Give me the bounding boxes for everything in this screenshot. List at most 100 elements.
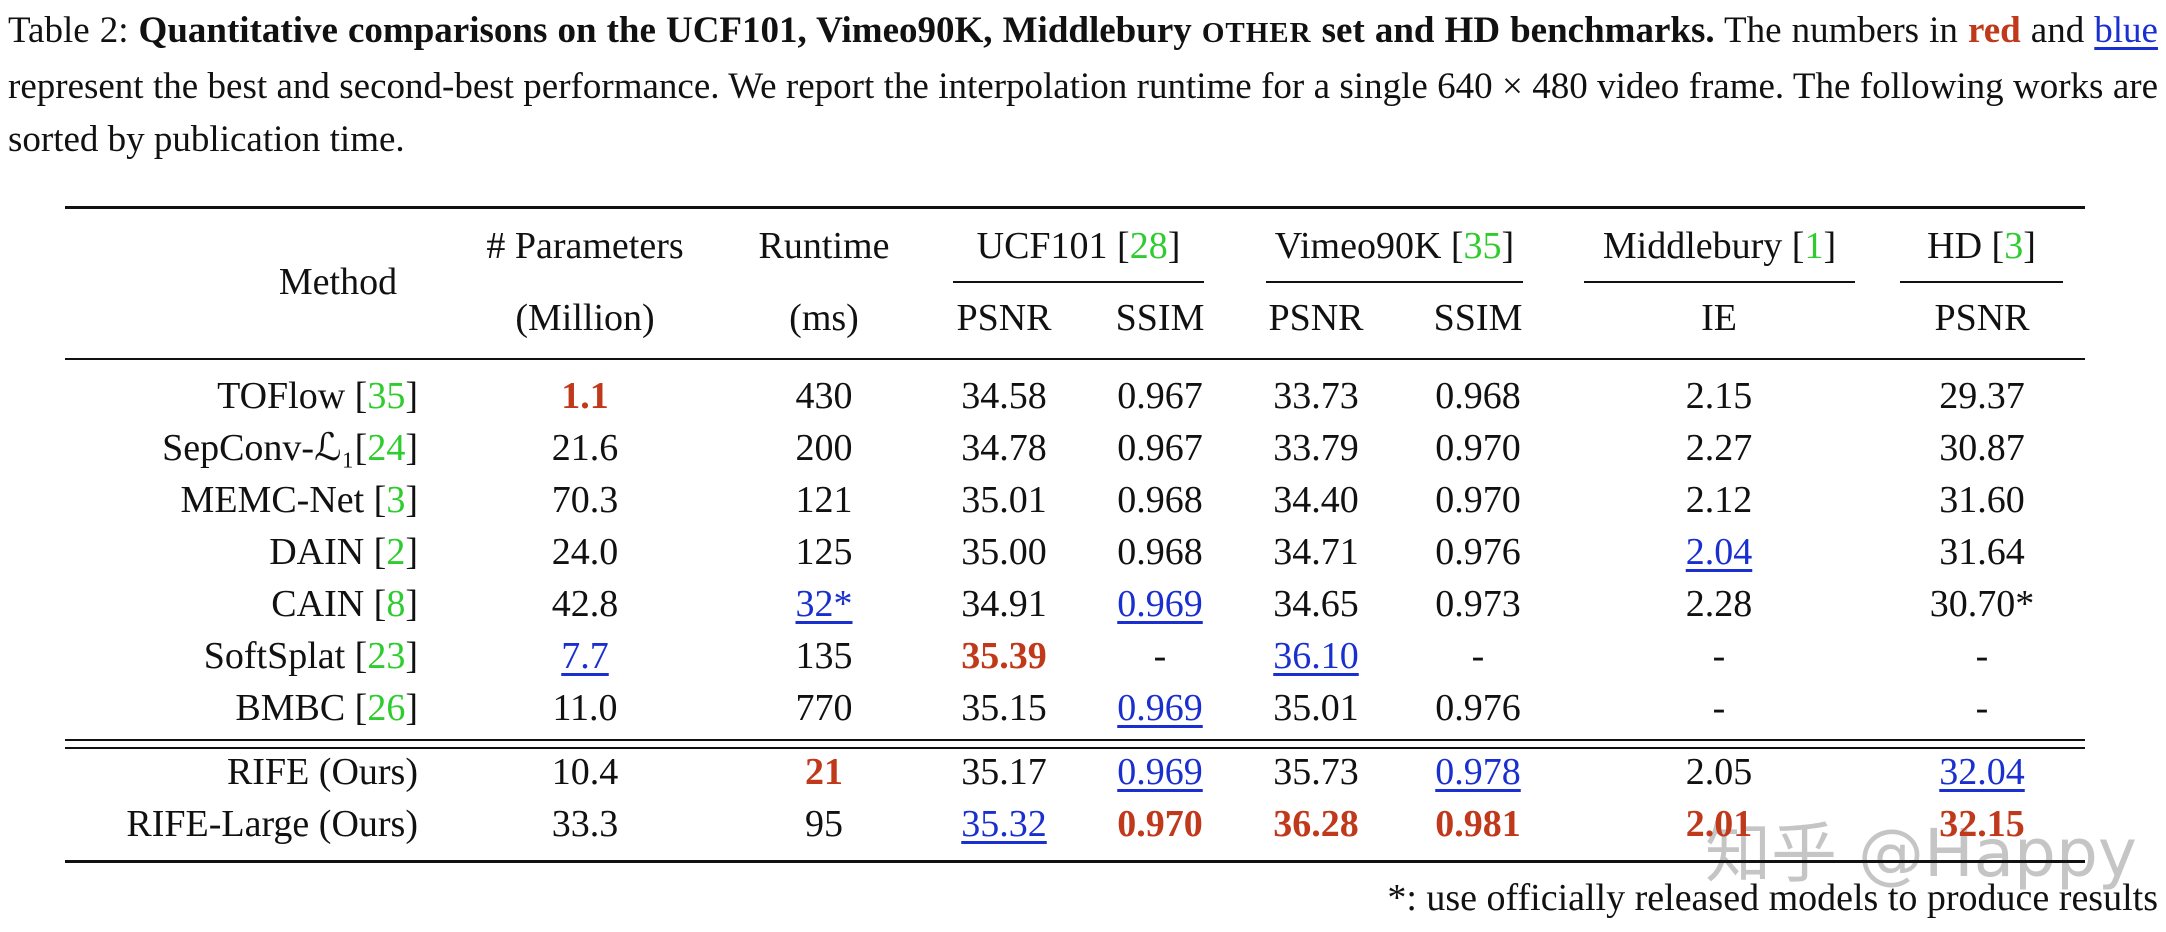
table-cell: 32.15 xyxy=(1939,803,2025,845)
rule xyxy=(65,358,2085,360)
table-cell: 0.968 xyxy=(1435,375,1521,417)
header-cell: SSIM xyxy=(1433,297,1523,339)
table-cell: 33.3 xyxy=(551,803,619,845)
table-cell: 0.976 xyxy=(1435,531,1521,573)
table-cell: 2.15 xyxy=(1685,375,1753,417)
header-cell: # Parameters xyxy=(486,225,684,267)
table-cell: 95 xyxy=(805,803,843,845)
table-cell: 35.00 xyxy=(961,531,1047,573)
table-cell: 33.79 xyxy=(1273,427,1359,469)
header-group: Vimeo90K [35] xyxy=(1274,225,1515,267)
rule xyxy=(65,739,2085,741)
header-cell: PSNR xyxy=(1934,297,2030,339)
rule xyxy=(65,747,2085,749)
table-cell: 33.73 xyxy=(1273,375,1359,417)
rule xyxy=(65,860,2085,863)
caption-part: Quantitative comparisons on the UCF101, … xyxy=(138,10,1202,51)
header-cell: (Million) xyxy=(515,297,655,339)
method-name: RIFE-Large (Ours) xyxy=(126,803,418,845)
table-cell: 0.973 xyxy=(1435,583,1521,625)
caption-part: red xyxy=(1967,10,2021,51)
table-cell: 0.976 xyxy=(1435,687,1521,729)
method-name: RIFE (Ours) xyxy=(226,751,418,793)
table-cell: 2.28 xyxy=(1685,583,1753,625)
table-cell: 0.968 xyxy=(1117,531,1203,573)
table-cell: 0.970 xyxy=(1435,427,1521,469)
table-cell: 35.32 xyxy=(961,803,1047,845)
method-name: DAIN [2] xyxy=(269,531,418,573)
table-cell: 0.970 xyxy=(1435,479,1521,521)
table-cell: 430 xyxy=(795,375,853,417)
table-cell: 21 xyxy=(805,751,843,793)
table-cell: 32* xyxy=(795,583,853,625)
header-cell: SSIM xyxy=(1115,297,1205,339)
rule xyxy=(1900,281,2063,283)
header-group: UCF101 [28] xyxy=(976,225,1181,267)
header-cell: PSNR xyxy=(1268,297,1364,339)
table-cell: 35.39 xyxy=(961,635,1047,677)
table-cell: - xyxy=(1471,635,1485,677)
header-cell: PSNR xyxy=(956,297,1052,339)
table-cell: 1.1 xyxy=(561,375,609,417)
table-cell: 34.58 xyxy=(961,375,1047,417)
table-cell: - xyxy=(1975,687,1989,729)
table-cell: - xyxy=(1153,635,1167,677)
table-cell: 42.8 xyxy=(551,583,619,625)
table-cell: 36.28 xyxy=(1273,803,1359,845)
table-cell: 35.15 xyxy=(961,687,1047,729)
table-cell: 21.6 xyxy=(551,427,619,469)
method-name: SoftSplat [23] xyxy=(203,635,418,677)
table-cell: 29.37 xyxy=(1939,375,2025,417)
table-cell: - xyxy=(1712,635,1726,677)
table-cell: 121 xyxy=(795,479,853,521)
table-cell: 70.3 xyxy=(551,479,619,521)
caption-part: The numbers in xyxy=(1714,10,1968,51)
header-cell: Runtime xyxy=(758,225,890,267)
method-name: BMBC [26] xyxy=(235,687,418,729)
header-group: HD [3] xyxy=(1927,225,2036,267)
table-cell: 2.05 xyxy=(1685,751,1753,793)
table-cell: 2.27 xyxy=(1685,427,1753,469)
table-cell: 200 xyxy=(795,427,853,469)
table-cell: 34.40 xyxy=(1273,479,1359,521)
caption-part: represent the best and second-best perfo… xyxy=(8,66,2158,160)
header-cell: Method xyxy=(278,261,398,303)
table-cell: 30.87 xyxy=(1939,427,2025,469)
table-cell: 34.91 xyxy=(961,583,1047,625)
table-cell: 35.01 xyxy=(961,479,1047,521)
method-name: CAIN [8] xyxy=(271,583,418,625)
method-name: MEMC-Net [3] xyxy=(180,479,418,521)
table-cell: 24.0 xyxy=(551,531,619,573)
table-cell: 0.970 xyxy=(1117,803,1203,845)
caption: Table 2: Quantitative comparisons on the… xyxy=(8,4,2158,166)
rule xyxy=(1584,281,1855,283)
header-cell: IE xyxy=(1701,297,1737,339)
table-cell: 36.10 xyxy=(1273,635,1359,677)
table-cell: 0.969 xyxy=(1117,583,1203,625)
table-cell: 32.04 xyxy=(1939,751,2025,793)
table-cell: 11.0 xyxy=(552,687,618,729)
caption-part: blue xyxy=(2094,10,2158,51)
table-cell: 34.65 xyxy=(1273,583,1359,625)
header-group: Middlebury [1] xyxy=(1602,225,1837,267)
method-name: TOFlow [35] xyxy=(217,375,418,417)
table-cell: 35.17 xyxy=(961,751,1047,793)
table-cell: 2.04 xyxy=(1685,531,1753,573)
caption-part: set and HD benchmarks. xyxy=(1311,10,1715,51)
table-cell: 0.981 xyxy=(1435,803,1521,845)
rule xyxy=(1266,281,1523,283)
table-cell: 0.969 xyxy=(1117,751,1203,793)
table-cell: 0.969 xyxy=(1117,687,1203,729)
table-cell: 31.64 xyxy=(1939,531,2025,573)
rule xyxy=(65,206,2085,209)
table-cell: 2.12 xyxy=(1685,479,1753,521)
table-cell: 2.01 xyxy=(1685,803,1753,845)
table-cell: 35.01 xyxy=(1273,687,1359,729)
table-cell: 0.978 xyxy=(1435,751,1521,793)
table-cell: 34.78 xyxy=(961,427,1047,469)
table-cell: 34.71 xyxy=(1273,531,1359,573)
watermark: 知乎 @Happy xyxy=(1705,815,2137,892)
caption-part: Table 2: xyxy=(8,10,139,51)
caption-part: OTHER xyxy=(1201,17,1312,49)
